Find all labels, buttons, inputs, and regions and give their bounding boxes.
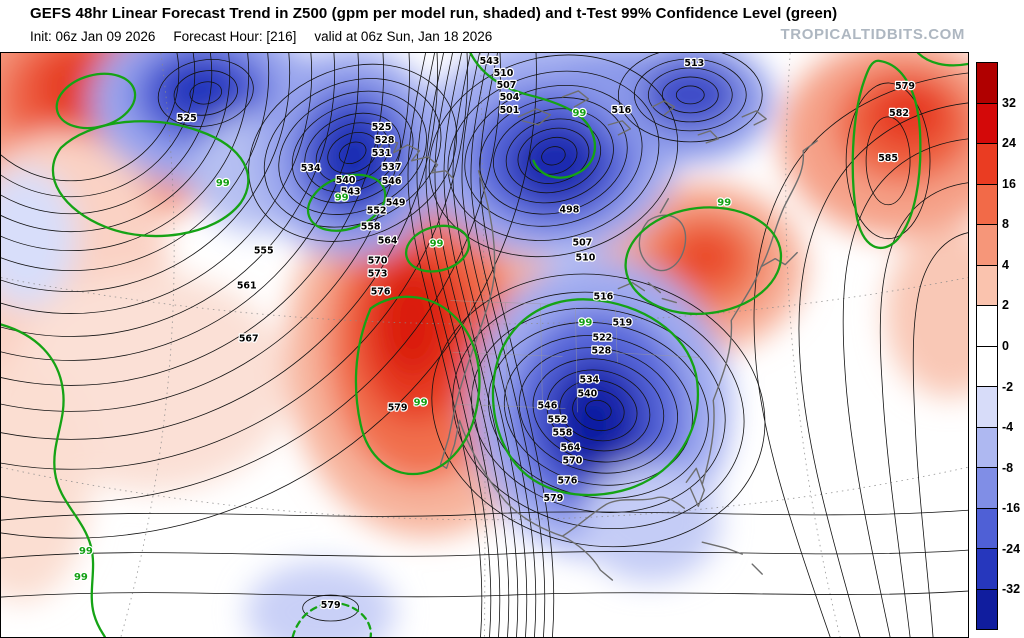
init-line: Init: 06z Jan 09 2026 Forecast Hour: [216… <box>30 29 510 44</box>
colorbar-tick-label: -4 <box>1002 420 1014 435</box>
colorbar-tick-label: 4 <box>1002 257 1009 272</box>
colorbar-segment <box>977 507 997 548</box>
height-contour-label: 537 <box>382 162 402 173</box>
height-contour-label: 546 <box>382 176 402 187</box>
height-contour-label: 546 <box>538 400 558 411</box>
height-contour-label: 582 <box>889 108 909 119</box>
colorbar-tick-label: 24 <box>1002 136 1016 151</box>
height-contour-label: 528 <box>375 135 395 146</box>
colorbar-tick-label: -32 <box>1002 582 1021 597</box>
height-contour-label: 510 <box>494 68 514 79</box>
colorbar-segment <box>977 102 997 143</box>
height-contour-label: 561 <box>237 281 257 292</box>
colorbar-tick-label: 32 <box>1002 95 1016 110</box>
colorbar-tick-label: -24 <box>1002 541 1021 556</box>
colorbar-ticks: 32 24 16 8 4 2 0 -2 -4 -8 -16 -24 -32 <box>1002 62 1024 630</box>
height-contour-label: 558 <box>553 427 573 438</box>
height-contour-label: 540 <box>578 388 598 399</box>
height-contour-label: 576 <box>371 287 391 298</box>
colorbar-segment <box>977 305 997 346</box>
height-contour-label: 579 <box>321 600 341 611</box>
confidence-contour-label: 99 <box>74 572 88 583</box>
confidence-contour-label: 99 <box>216 178 230 189</box>
colorbar-segment <box>977 548 997 589</box>
colorbar-tick-label: 16 <box>1002 176 1016 191</box>
colorbar-tick-label: 2 <box>1002 298 1009 313</box>
height-contour-label: 516 <box>611 105 631 116</box>
height-contour-label: 534 <box>301 163 321 174</box>
confidence-contour-label: 99 <box>572 108 586 119</box>
height-contour-label: 507 <box>497 80 517 91</box>
colorbar-segment <box>977 224 997 265</box>
height-contour-label: 558 <box>361 222 381 233</box>
height-contour-label: 516 <box>593 292 613 303</box>
init-time: Init: 06z Jan 09 2026 <box>30 29 156 44</box>
valid-time: valid at 06z Sun, Jan 18 2026 <box>314 29 493 44</box>
confidence-contour-label: 99 <box>717 198 731 209</box>
colorbar-segment <box>977 183 997 224</box>
colorbar-tick-label: 8 <box>1002 217 1009 232</box>
height-contour-label: 555 <box>254 246 274 257</box>
height-contour-label: 549 <box>386 198 406 209</box>
colorbar-segment <box>977 264 997 305</box>
height-contour-label: 543 <box>341 187 361 198</box>
height-contour-label: 531 <box>372 148 392 159</box>
tropicaltidbits-watermark: TROPICALTIDBITS.COM <box>780 26 965 43</box>
height-contour-label: 564 <box>378 236 398 247</box>
colorbar-tick-label: -8 <box>1002 460 1014 475</box>
confidence-contour-layer <box>1 53 968 637</box>
height-contour-label: 498 <box>560 205 580 216</box>
height-contour-label: 576 <box>558 475 578 486</box>
colorbar-segment <box>977 345 997 386</box>
page-title: GEFS 48hr Linear Forecast Trend in Z500 … <box>30 5 838 22</box>
height-contour-label: 534 <box>580 374 600 385</box>
height-contour-label: 579 <box>544 493 564 504</box>
height-contour-label: 573 <box>368 269 388 280</box>
height-contour-label: 552 <box>367 206 387 217</box>
height-contour-label: 579 <box>388 402 408 413</box>
height-contour-label: 519 <box>612 318 632 329</box>
height-contour-label: 567 <box>239 334 259 345</box>
confidence-contour-label: 99 <box>430 239 444 250</box>
height-contour-label: 528 <box>591 345 611 356</box>
height-contour-label: 525 <box>372 122 392 133</box>
height-contour-label: 552 <box>548 414 568 425</box>
colorbar-segment <box>977 63 997 103</box>
height-contour-label: 564 <box>561 442 581 453</box>
colorbar-segment <box>977 467 997 508</box>
height-contour-label: 513 <box>684 58 704 69</box>
height-contour-label: 522 <box>592 333 612 344</box>
height-contour-label: 579 <box>895 81 915 92</box>
confidence-contour-label: 99 <box>335 193 349 204</box>
colorbar <box>976 62 998 630</box>
forecast-map: 525 555 561 567 534 525 528 531 537 540 543 546 549 5… <box>0 52 969 638</box>
contour-labels-layer: 5255555615675345255285315375405435465495… <box>73 55 916 612</box>
colorbar-segment <box>977 143 997 184</box>
colorbar-tick-label: 0 <box>1002 339 1009 353</box>
colorbar-tick-label: -16 <box>1002 501 1021 516</box>
height-contour-label: 570 <box>563 455 583 466</box>
confidence-contour-label: 99 <box>79 546 93 557</box>
height-contour-label: 504 <box>500 92 520 103</box>
forecast-hour: Forecast Hour: [216] <box>173 29 297 44</box>
colorbar-segment <box>977 588 997 629</box>
height-contour-label: 525 <box>177 113 197 124</box>
height-contour-label: 543 <box>480 56 500 67</box>
height-contour-label: 570 <box>368 256 388 267</box>
colorbar-segment <box>977 426 997 467</box>
height-contour-label: 501 <box>500 105 520 116</box>
height-contour-label: 510 <box>576 253 596 264</box>
height-contour-label: 540 <box>336 175 356 186</box>
colorbar-segment <box>977 386 997 427</box>
height-contour-label: 507 <box>573 238 593 249</box>
confidence-contour-label: 99 <box>414 397 428 408</box>
colorbar-tick-label: -2 <box>1002 379 1014 394</box>
height-contour-label: 585 <box>878 153 898 164</box>
confidence-contour-label: 99 <box>578 318 592 329</box>
map-canvas: 5255555615675345255285315375405435465495… <box>1 53 968 637</box>
